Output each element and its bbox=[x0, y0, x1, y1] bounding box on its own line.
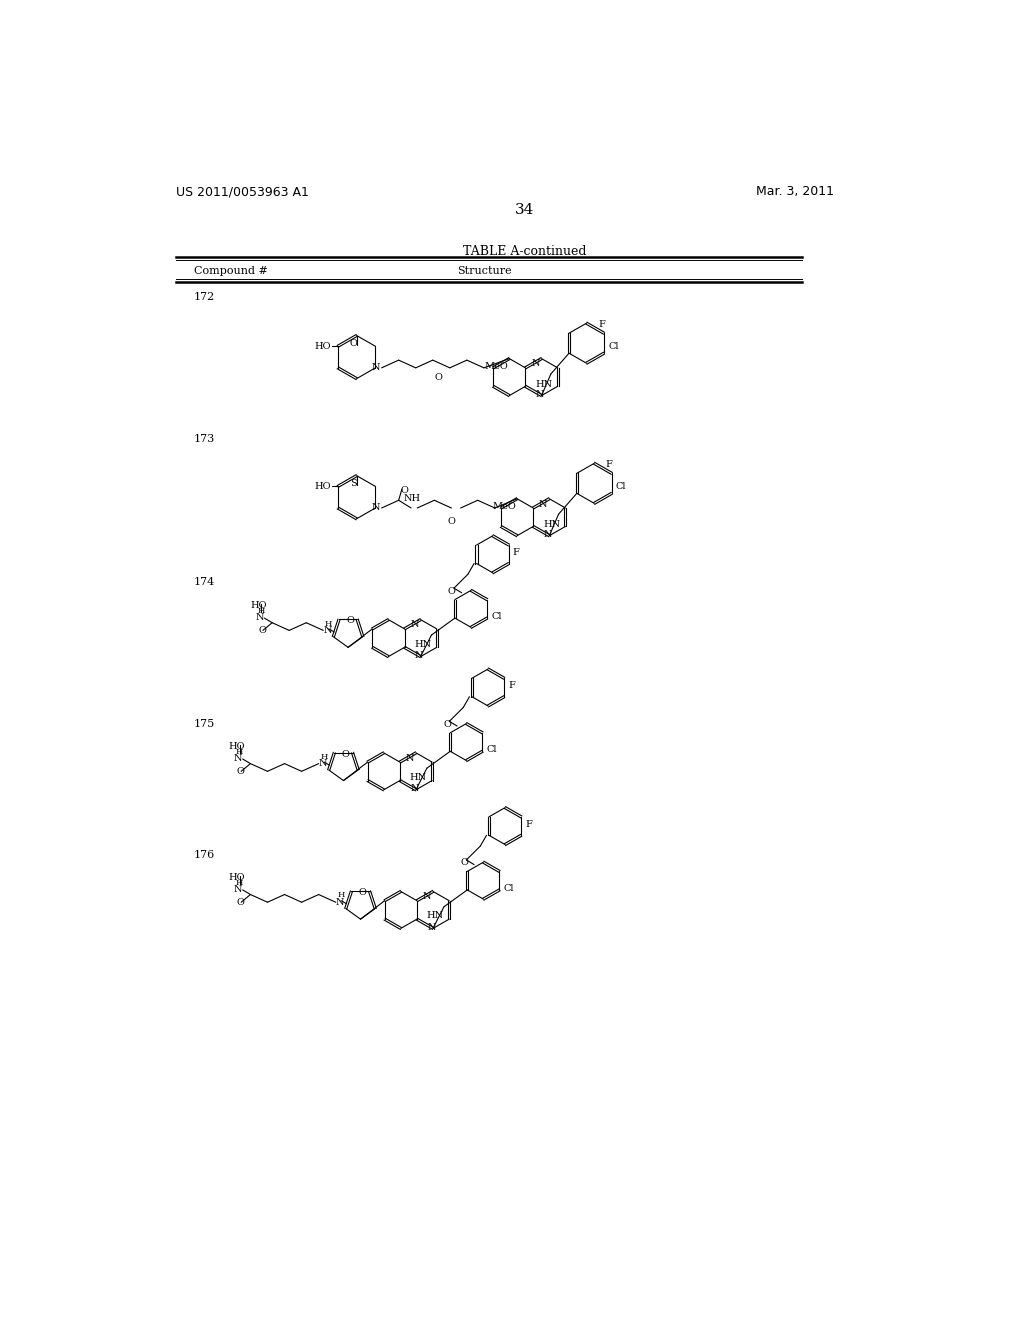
Text: 176: 176 bbox=[194, 850, 215, 859]
Text: 172: 172 bbox=[194, 293, 215, 302]
Text: MeO: MeO bbox=[493, 502, 516, 511]
Text: Compound #: Compound # bbox=[194, 267, 267, 276]
Text: H: H bbox=[325, 619, 332, 627]
Text: N: N bbox=[233, 886, 243, 894]
Text: N: N bbox=[539, 499, 548, 508]
Text: S: S bbox=[350, 479, 357, 487]
Text: 174: 174 bbox=[194, 577, 215, 586]
Text: N: N bbox=[423, 892, 431, 902]
Text: NH: NH bbox=[404, 494, 421, 503]
Text: F: F bbox=[508, 681, 515, 690]
Text: O: O bbox=[447, 517, 456, 527]
Text: 34: 34 bbox=[515, 203, 535, 216]
Text: HN: HN bbox=[536, 380, 553, 389]
Text: H: H bbox=[236, 748, 244, 756]
Text: O: O bbox=[443, 719, 451, 729]
Text: N: N bbox=[411, 784, 419, 793]
Text: F: F bbox=[525, 820, 532, 829]
Text: O: O bbox=[258, 626, 266, 635]
Text: N: N bbox=[256, 614, 264, 623]
Text: O: O bbox=[237, 898, 245, 907]
Text: Cl: Cl bbox=[492, 612, 502, 620]
Text: HN: HN bbox=[543, 520, 560, 529]
Text: HN: HN bbox=[410, 774, 427, 781]
Text: N: N bbox=[406, 754, 414, 763]
Text: 175: 175 bbox=[194, 719, 215, 729]
Text: HO: HO bbox=[228, 873, 246, 882]
Text: H: H bbox=[258, 607, 265, 615]
Text: N: N bbox=[336, 898, 344, 907]
Text: O: O bbox=[237, 767, 245, 776]
Text: HO: HO bbox=[314, 482, 331, 491]
Text: O: O bbox=[358, 888, 367, 898]
Text: HN: HN bbox=[415, 640, 431, 648]
Text: US 2011/0053963 A1: US 2011/0053963 A1 bbox=[176, 185, 309, 198]
Text: N: N bbox=[544, 531, 552, 540]
Text: HO: HO bbox=[228, 742, 246, 751]
Text: N: N bbox=[372, 503, 381, 512]
Text: O: O bbox=[434, 374, 442, 383]
Text: HO: HO bbox=[251, 601, 267, 610]
Text: O: O bbox=[346, 616, 354, 626]
Text: TABLE A-continued: TABLE A-continued bbox=[463, 244, 587, 257]
Text: O: O bbox=[447, 586, 456, 595]
Text: O: O bbox=[342, 750, 349, 759]
Text: H: H bbox=[236, 879, 244, 887]
Text: 173: 173 bbox=[194, 434, 215, 444]
Text: MeO: MeO bbox=[484, 362, 508, 371]
Text: Cl: Cl bbox=[616, 482, 627, 491]
Text: Mar. 3, 2011: Mar. 3, 2011 bbox=[756, 185, 834, 198]
Text: N: N bbox=[372, 363, 381, 372]
Text: Cl: Cl bbox=[486, 744, 497, 754]
Text: N: N bbox=[415, 651, 423, 660]
Text: F: F bbox=[606, 459, 612, 469]
Text: F: F bbox=[598, 319, 605, 329]
Text: HO: HO bbox=[314, 342, 331, 351]
Text: F: F bbox=[513, 548, 520, 557]
Text: N: N bbox=[427, 923, 436, 932]
Text: O: O bbox=[460, 858, 468, 867]
Text: Structure: Structure bbox=[457, 267, 512, 276]
Text: N: N bbox=[318, 759, 327, 768]
Text: Cl: Cl bbox=[608, 342, 618, 351]
Text: N: N bbox=[536, 391, 544, 399]
Text: H: H bbox=[337, 891, 345, 899]
Text: N: N bbox=[324, 626, 332, 635]
Text: N: N bbox=[411, 620, 419, 630]
Text: H: H bbox=[321, 752, 328, 760]
Text: O: O bbox=[349, 339, 357, 347]
Text: N: N bbox=[233, 755, 243, 763]
Text: Cl: Cl bbox=[504, 884, 514, 892]
Text: O: O bbox=[400, 487, 409, 495]
Text: N: N bbox=[531, 359, 540, 368]
Text: HN: HN bbox=[427, 911, 444, 920]
